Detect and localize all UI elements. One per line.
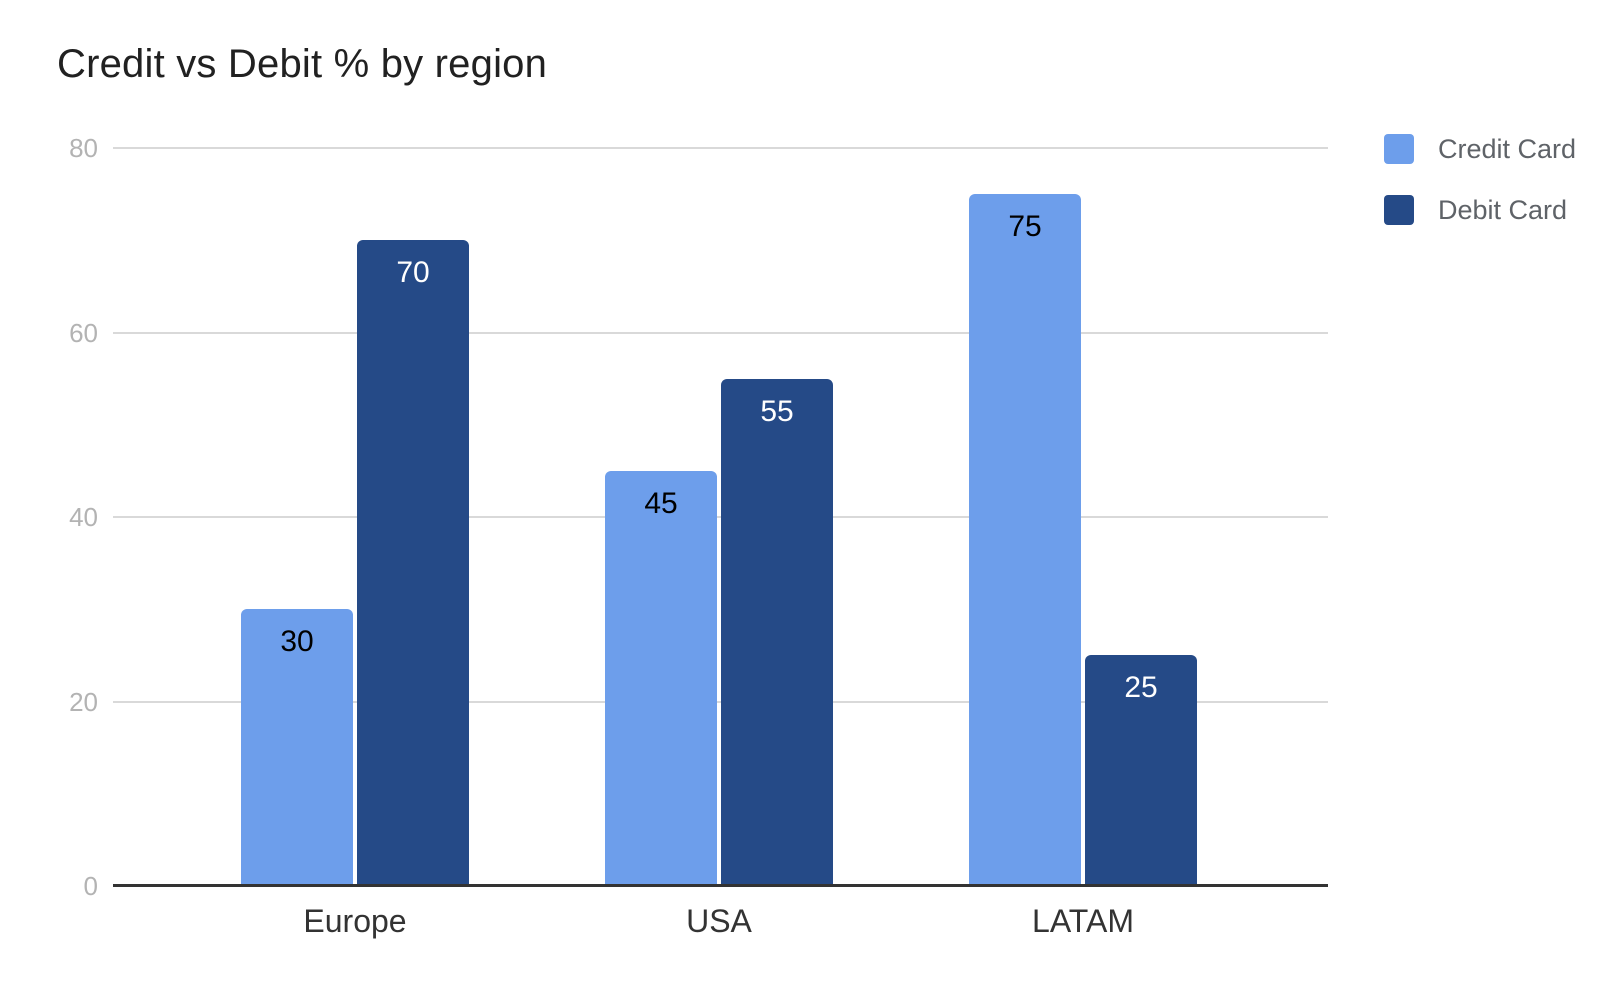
chart-title: Credit vs Debit % by region — [57, 42, 548, 86]
legend: Credit Card Debit Card — [1384, 134, 1576, 225]
plot-area: 30 70 45 55 75 25 — [113, 147, 1328, 887]
bar-value-label: 75 — [1008, 210, 1042, 243]
bar-value-label: 45 — [644, 487, 678, 520]
legend-label-credit-card: Credit Card — [1438, 134, 1577, 164]
gridline-60 — [113, 331, 1328, 334]
x-category-label-europe: Europe — [303, 903, 407, 939]
legend-item-credit-card[interactable]: Credit Card — [1384, 134, 1576, 164]
gridline-80 — [113, 147, 1328, 149]
x-category-label-usa: USA — [686, 903, 752, 939]
y-tick-label-40: 40 — [69, 502, 98, 532]
bar-usa-debit-card[interactable]: 55 — [721, 379, 833, 886]
bar-value-label: 70 — [396, 256, 430, 289]
bar-value-label: 30 — [280, 625, 314, 658]
bar-usa-credit-card[interactable]: 45 — [605, 471, 717, 886]
x-axis-line — [113, 884, 1328, 887]
gridline-40 — [113, 516, 1328, 518]
bar-europe-credit-card[interactable]: 30 — [241, 609, 353, 886]
y-tick-label-0: 0 — [83, 871, 98, 901]
bar-latam-debit-card[interactable]: 25 — [1085, 655, 1197, 886]
credit-card-swatch-icon — [1384, 134, 1414, 164]
bar-value-label: 25 — [1124, 671, 1158, 704]
y-tick-label-60: 60 — [69, 317, 98, 348]
bar-europe-debit-card[interactable]: 70 — [357, 240, 469, 886]
bar-value-label: 55 — [760, 395, 794, 428]
bar-latam-credit-card[interactable]: 75 — [969, 194, 1081, 886]
gridline-20 — [113, 700, 1328, 703]
legend-label-debit-card: Debit Card — [1438, 195, 1568, 225]
legend-item-debit-card[interactable]: Debit Card — [1384, 195, 1576, 225]
x-category-label-latam: LATAM — [1032, 903, 1134, 939]
y-tick-label-20: 20 — [69, 686, 98, 717]
y-tick-label-80: 80 — [69, 133, 98, 163]
debit-card-swatch-icon — [1384, 195, 1414, 225]
